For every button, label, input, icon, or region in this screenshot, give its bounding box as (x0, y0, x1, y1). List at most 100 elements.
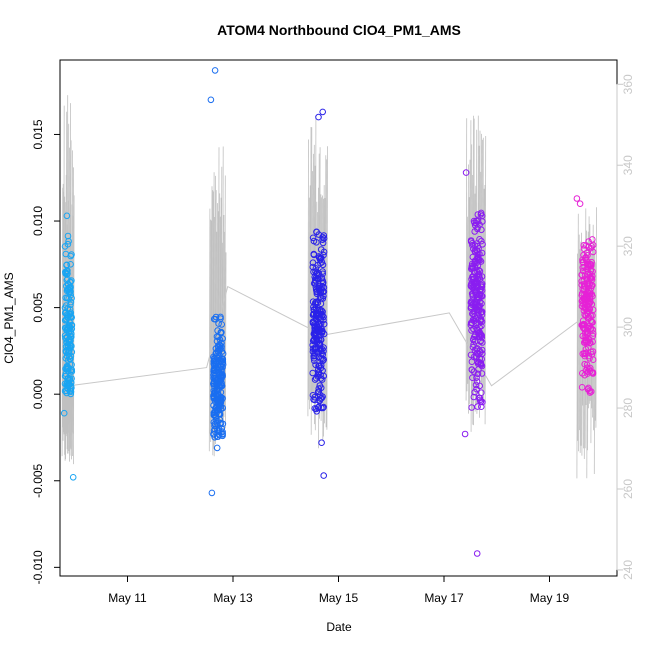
data-point-outlier (207, 96, 215, 104)
data-point (217, 315, 224, 322)
data-point (473, 325, 480, 332)
altitude-trace-segment (208, 208, 211, 452)
data-point (317, 300, 325, 308)
data-point (213, 393, 221, 401)
data-point (581, 291, 588, 299)
data-point (582, 312, 590, 319)
altitude-trace-segment (578, 234, 580, 452)
right-y-tick-label: 340 (621, 155, 635, 175)
y-tick-label: -0.005 (31, 463, 45, 497)
altitude-trace-segment (579, 241, 582, 453)
data-point (582, 242, 590, 249)
y-tick-label: -0.010 (31, 550, 45, 584)
data-point (474, 257, 482, 264)
data-point-outlier (69, 474, 77, 481)
data-point (68, 314, 75, 321)
data-point (584, 368, 592, 376)
y-tick-label: 0.015 (31, 119, 45, 149)
right-y-tick-label: 360 (621, 74, 635, 94)
data-point (477, 286, 485, 293)
data-point (64, 365, 71, 373)
data-point (217, 405, 225, 413)
data-point (474, 224, 482, 231)
data-point (468, 260, 476, 268)
data-point (586, 389, 594, 396)
data-point (581, 360, 589, 368)
data-point (315, 231, 323, 238)
data-point (477, 309, 485, 317)
data-point (589, 356, 597, 364)
data-point (218, 340, 225, 347)
data-point (68, 375, 75, 382)
data-point (589, 248, 597, 256)
data-point (211, 409, 219, 416)
data-point (477, 211, 485, 218)
data-point-outlier (462, 169, 470, 176)
data-point (473, 217, 480, 225)
data-point (318, 376, 326, 383)
data-point (474, 211, 482, 218)
data-point (218, 357, 225, 365)
altitude-trend-line (69, 285, 587, 387)
data-point (581, 333, 589, 341)
data-point (310, 352, 318, 360)
data-point (218, 425, 226, 432)
data-point-outlier (63, 212, 71, 220)
data-point (317, 375, 325, 382)
data-point (319, 355, 326, 363)
data-point (468, 299, 476, 307)
data-point (66, 306, 74, 313)
y-tick-label: 0.000 (31, 379, 45, 409)
data-point (65, 350, 73, 357)
data-point (216, 416, 224, 424)
data-point (317, 395, 325, 403)
data-point (320, 347, 327, 355)
altitude-trace-segment (592, 224, 594, 418)
data-point (309, 319, 317, 327)
data-point (62, 294, 69, 302)
data-point (219, 335, 226, 342)
data-point-outlier (473, 550, 481, 557)
data-point (478, 308, 485, 316)
data-point (310, 337, 318, 344)
data-point (219, 358, 227, 366)
data-point (214, 366, 222, 374)
altitude-trace-segment (465, 118, 468, 401)
altitude-trace-segment (311, 171, 314, 403)
data-point (580, 245, 588, 252)
data-point-outlier (315, 113, 322, 121)
flight-5-points (573, 195, 597, 396)
data-point (316, 293, 324, 301)
data-point (67, 310, 74, 318)
data-point (583, 328, 591, 335)
data-point-outlier (211, 67, 219, 74)
altitude-trace-segment (310, 127, 313, 435)
data-point (587, 262, 595, 270)
data-point (580, 304, 588, 311)
altitude-trace-segment (595, 207, 597, 428)
data-point (309, 345, 317, 353)
data-point (210, 402, 217, 409)
data-point (217, 388, 225, 396)
data-point (478, 292, 485, 300)
x-tick-label: May 11 (108, 591, 147, 605)
data-point (473, 374, 480, 382)
altitude-trace-segment (64, 211, 67, 461)
x-tick-label: May 19 (530, 591, 570, 605)
data-point (318, 307, 325, 314)
data-point (469, 273, 477, 281)
data-point (215, 430, 222, 437)
data-point (468, 404, 476, 411)
data-point (61, 380, 69, 388)
data-point (310, 237, 318, 245)
data-point (583, 361, 591, 369)
data-point-outlier (213, 444, 221, 452)
data-point-outlier (60, 409, 68, 417)
data-point (579, 267, 587, 275)
data-point (319, 236, 326, 243)
data-point (469, 276, 477, 283)
right-y-tick-label: 300 (621, 317, 635, 337)
data-point (589, 241, 597, 249)
data-point (64, 240, 72, 248)
data-point (582, 282, 589, 290)
